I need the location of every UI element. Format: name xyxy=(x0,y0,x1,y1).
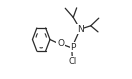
Text: O: O xyxy=(57,39,64,48)
Text: Cl: Cl xyxy=(69,57,77,66)
Text: N: N xyxy=(77,25,83,34)
Text: P: P xyxy=(70,43,76,52)
